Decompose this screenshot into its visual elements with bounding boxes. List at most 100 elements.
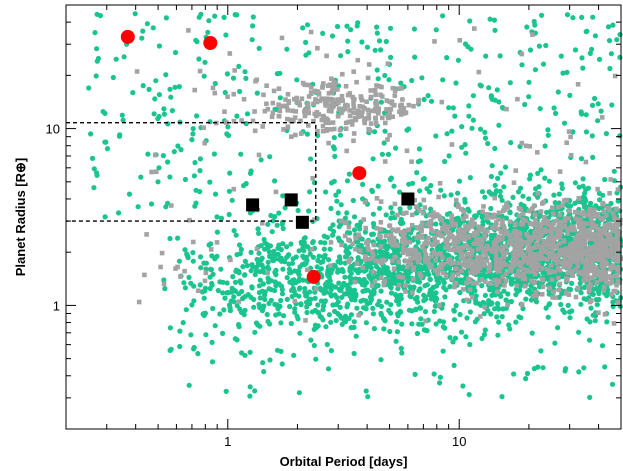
background-point: [446, 153, 452, 159]
background-point: [239, 350, 245, 356]
background-point: [236, 322, 242, 328]
background-point: [464, 251, 470, 257]
background-point: [313, 113, 319, 119]
background-point: [453, 80, 459, 86]
background-point: [254, 256, 260, 262]
background-point: [382, 318, 388, 324]
background-point: [369, 283, 375, 289]
background-point: [277, 108, 283, 114]
background-point: [139, 35, 145, 41]
background-point: [556, 191, 562, 197]
background-point: [372, 279, 378, 284]
background-point: [557, 252, 562, 257]
background-point: [530, 269, 536, 274]
background-point: [507, 240, 512, 246]
background-point: [504, 201, 509, 206]
background-point: [348, 264, 354, 270]
background-point: [588, 305, 594, 311]
background-point: [454, 235, 459, 241]
background-point: [333, 192, 339, 198]
background-point: [593, 254, 598, 259]
background-point: [241, 96, 247, 102]
background-point: [608, 265, 613, 270]
background-point: [432, 303, 438, 309]
background-point: [280, 241, 286, 247]
background-point: [487, 16, 493, 22]
background-point: [469, 125, 475, 131]
background-point: [602, 258, 607, 264]
background-point: [440, 77, 446, 83]
background-point: [614, 206, 619, 212]
background-point: [603, 245, 608, 250]
background-point: [392, 88, 398, 94]
background-point: [351, 319, 357, 325]
background-point: [458, 329, 465, 335]
background-point: [547, 222, 552, 227]
background-point: [168, 346, 174, 352]
background-point: [194, 113, 200, 119]
background-point: [264, 311, 270, 318]
background-point: [390, 243, 396, 248]
background-point: [289, 134, 294, 139]
background-point: [384, 107, 389, 112]
background-point: [397, 265, 403, 271]
black-square-point: [401, 192, 415, 206]
background-point: [379, 151, 385, 157]
background-point: [520, 306, 526, 312]
background-point: [450, 105, 456, 111]
background-point: [356, 312, 361, 318]
background-point: [496, 210, 502, 216]
background-point: [418, 264, 424, 270]
background-point: [429, 289, 435, 296]
background-point: [576, 184, 582, 190]
background-point: [571, 220, 577, 226]
background-point: [466, 225, 471, 231]
background-point: [414, 204, 419, 209]
background-point: [573, 294, 579, 300]
background-point: [209, 359, 216, 365]
background-point: [370, 231, 376, 237]
background-point: [588, 282, 593, 287]
background-point: [345, 103, 350, 108]
background-point: [231, 294, 237, 300]
background-point: [335, 259, 341, 265]
background-point: [546, 235, 552, 241]
background-point: [550, 295, 555, 300]
background-point: [290, 108, 295, 114]
background-point: [411, 103, 416, 109]
background-point: [247, 349, 253, 355]
background-point: [273, 283, 279, 289]
background-point: [447, 335, 453, 341]
background-point: [540, 256, 546, 261]
background-point: [518, 201, 524, 207]
background-point: [457, 38, 462, 43]
background-point: [554, 261, 560, 266]
background-point: [599, 343, 606, 349]
background-point: [432, 235, 437, 240]
background-point: [298, 131, 304, 136]
background-point: [304, 267, 310, 273]
background-point: [529, 278, 534, 284]
background-point: [591, 212, 596, 218]
background-point: [270, 100, 276, 106]
red-circle-point: [203, 36, 218, 50]
background-point: [330, 99, 335, 105]
background-point: [603, 131, 610, 137]
background-point: [604, 319, 610, 325]
background-point: [479, 244, 484, 249]
background-point: [175, 235, 181, 241]
background-point: [311, 118, 316, 124]
background-point: [469, 223, 474, 228]
background-point: [503, 262, 508, 267]
background-point: [570, 259, 576, 264]
background-point: [544, 266, 550, 272]
background-point: [551, 211, 556, 217]
background-point: [590, 154, 596, 160]
background-point: [549, 244, 555, 250]
background-point: [339, 218, 344, 224]
background-point: [612, 288, 618, 294]
background-point: [461, 209, 467, 215]
background-point: [575, 285, 581, 291]
background-point: [374, 24, 380, 30]
background-point: [212, 191, 219, 197]
